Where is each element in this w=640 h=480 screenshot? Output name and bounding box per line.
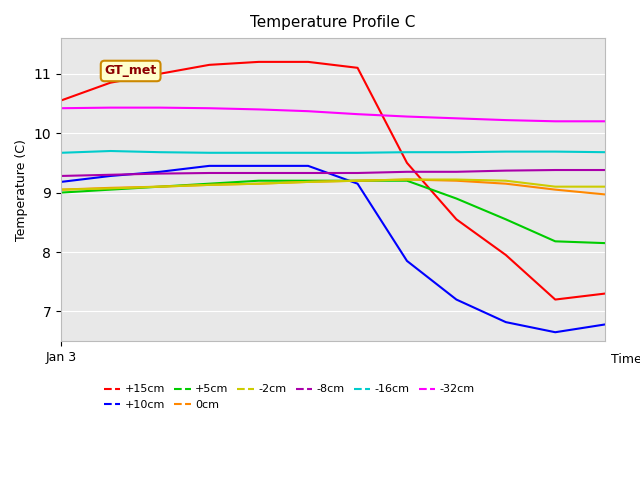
Text: GT_met: GT_met [104, 64, 157, 77]
Legend: +15cm, +10cm, +5cm, 0cm, -2cm, -8cm, -16cm, -32cm: +15cm, +10cm, +5cm, 0cm, -2cm, -8cm, -16… [99, 380, 479, 414]
Y-axis label: Temperature (C): Temperature (C) [15, 139, 28, 240]
X-axis label: Time: Time [611, 353, 640, 366]
Title: Temperature Profile C: Temperature Profile C [250, 15, 415, 30]
